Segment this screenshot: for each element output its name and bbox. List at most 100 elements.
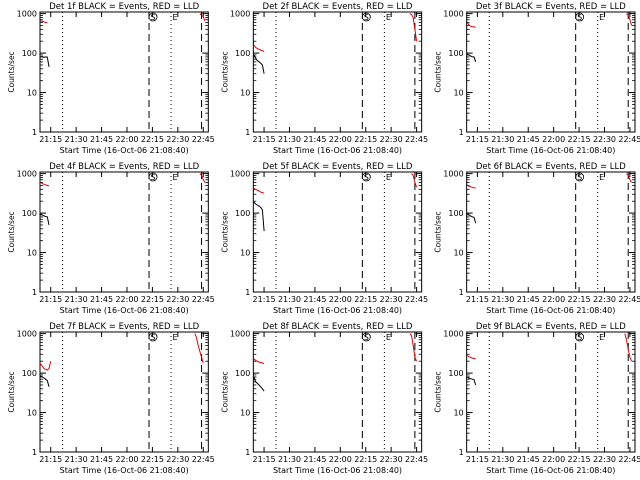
x-tick-label: 22:30: [166, 455, 189, 464]
event-marker-label: S: [364, 333, 369, 342]
y-tick-label: 1000: [17, 330, 37, 339]
lld-series-line: [199, 173, 206, 183]
detector-panel-2: Det 2f BLACK = Events, RED = LLD 1 10 100 10…: [220, 2, 428, 155]
x-tick-label: 21:30: [491, 135, 514, 144]
y-tick-label: 1: [32, 128, 37, 137]
y-tick-label: 1000: [230, 330, 250, 339]
x-tick-label: 22:15: [141, 135, 164, 144]
y-axis-label: Counts/sec: [220, 51, 229, 92]
x-tick-label: 22:45: [405, 135, 428, 144]
y-tick-label: 100: [22, 49, 37, 58]
x-tick-label: 21:45: [90, 295, 113, 304]
y-tick-label: 10: [240, 409, 250, 418]
x-tick-label: 22:45: [618, 295, 640, 304]
events-series-line: [466, 212, 477, 224]
x-tick-label: 22:45: [192, 135, 215, 144]
x-axis-label: Start Time (16-Oct-06 21:08:40): [273, 306, 402, 315]
x-tick-label: 21:45: [517, 135, 540, 144]
start-marker-circle: [575, 172, 585, 182]
lld-series-line: [194, 333, 204, 364]
x-tick-label: 22:15: [141, 455, 164, 464]
x-tick-label: 21:30: [491, 295, 514, 304]
x-axis-label: Start Time (16-Oct-06 21:08:40): [60, 146, 189, 155]
y-axis-label: Counts/sec: [434, 371, 443, 412]
plot-frame: [252, 331, 423, 453]
lld-series-line: [253, 44, 265, 52]
event-marker-label: E: [386, 13, 391, 22]
y-tick-label: 100: [448, 369, 463, 378]
events-series-line: [40, 213, 50, 226]
plot-frame: [466, 331, 636, 453]
start-marker-circle: [361, 332, 371, 342]
y-tick-label: 100: [235, 369, 250, 378]
x-tick-label: 21:30: [65, 135, 88, 144]
x-tick-label: 21:45: [517, 295, 540, 304]
x-tick-label: 22:30: [593, 135, 616, 144]
y-axis-label: Counts/sec: [7, 371, 16, 412]
x-tick-label: 21:45: [303, 455, 326, 464]
y-tick-label: 1: [245, 448, 250, 457]
x-tick-label: 22:15: [568, 135, 591, 144]
events-series-line: [466, 53, 477, 62]
x-tick-label: 22:30: [593, 295, 616, 304]
y-tick-label: 10: [27, 89, 37, 98]
start-marker-circle: [575, 332, 585, 342]
plot-frame: [39, 11, 209, 133]
x-axis-label: Start Time (16-Oct-06 21:08:40): [486, 146, 615, 155]
y-tick-label: 1000: [443, 10, 463, 19]
plot-frame: [39, 331, 209, 453]
event-marker-label: S: [150, 13, 155, 22]
events-series-line: [466, 376, 477, 386]
y-tick-label: 1: [245, 128, 250, 137]
start-marker-circle: [148, 332, 158, 342]
panel-title: Det 9f BLACK = Events, RED = LLD: [476, 322, 626, 332]
x-axis-label: Start Time (16-Oct-06 21:08:40): [60, 466, 189, 475]
lld-series-line: [626, 173, 633, 183]
x-tick-label: 22:00: [115, 455, 138, 464]
events-series-line: [253, 376, 265, 392]
detector-panel-6: Det 6f BLACK = Events, RED = LLD 1 10 100 10…: [434, 162, 640, 315]
x-tick-label: 21:30: [65, 455, 88, 464]
y-axis-label: Counts/sec: [220, 211, 229, 252]
y-tick-label: 10: [453, 409, 463, 418]
start-marker-circle: [148, 172, 158, 182]
y-tick-label: 100: [22, 209, 37, 218]
x-tick-label: 22:45: [618, 135, 640, 144]
x-tick-label: 22:45: [192, 295, 215, 304]
event-marker-label: S: [150, 333, 155, 342]
x-tick-label: 22:00: [542, 295, 565, 304]
y-axis-label: Counts/sec: [434, 51, 443, 92]
lld-series-line: [40, 20, 48, 24]
x-tick-label: 22:30: [380, 455, 403, 464]
y-tick-label: 100: [448, 49, 463, 58]
lld-series-line: [409, 333, 418, 362]
x-tick-label: 21:15: [253, 295, 276, 304]
x-tick-label: 21:45: [90, 455, 113, 464]
y-tick-label: 100: [448, 209, 463, 218]
event-marker-label: S: [150, 173, 155, 182]
y-tick-label: 10: [27, 409, 37, 418]
x-tick-label: 21:45: [303, 135, 326, 144]
event-marker-label: S: [577, 333, 582, 342]
x-tick-label: 22:45: [405, 295, 428, 304]
events-series-line: [40, 375, 50, 387]
x-tick-label: 22:00: [542, 455, 565, 464]
event-marker-label: E: [386, 333, 391, 342]
event-marker-label: E: [173, 13, 178, 22]
x-tick-label: 21:15: [39, 455, 62, 464]
detector-panel-3: Det 3f BLACK = Events, RED = LLD 1 10 100 10…: [434, 2, 640, 155]
y-axis-label: Counts/sec: [220, 371, 229, 412]
y-axis-label: Counts/sec: [434, 211, 443, 252]
x-tick-label: 22:15: [568, 295, 591, 304]
x-tick-label: 22:30: [166, 295, 189, 304]
start-marker-circle: [575, 12, 585, 22]
panel-title: Det 6f BLACK = Events, RED = LLD: [476, 162, 626, 172]
lld-series-line: [253, 358, 265, 364]
event-marker-label: E: [386, 173, 391, 182]
x-tick-label: 21:15: [253, 135, 276, 144]
y-tick-label: 10: [453, 89, 463, 98]
y-tick-label: 10: [240, 89, 250, 98]
x-tick-label: 21:15: [39, 135, 62, 144]
x-tick-label: 22:00: [115, 135, 138, 144]
